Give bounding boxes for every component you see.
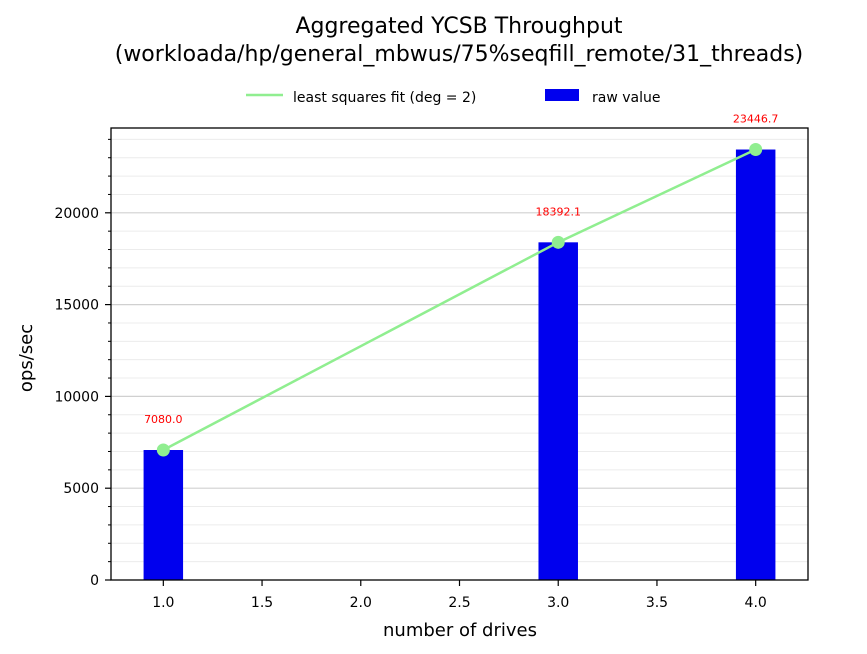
fit-point bbox=[156, 443, 170, 457]
axes-layer: 0 5000 10000 15000 20000 1.0 1.5 2.0 2.5 3.0 3.5 4.… bbox=[54, 127, 809, 611]
x-tick-label: 3.0 bbox=[547, 595, 569, 611]
bar-value-label: 23446.7 bbox=[733, 113, 779, 126]
y-axis-label: ops/sec bbox=[16, 324, 37, 392]
grid-layer bbox=[111, 138, 808, 563]
legend-bar-swatch bbox=[545, 89, 579, 101]
bar-value-label: 18392.1 bbox=[535, 205, 581, 218]
x-tick-label: 1.5 bbox=[251, 595, 273, 611]
bar bbox=[143, 450, 184, 580]
y-tick-label: 10000 bbox=[54, 389, 99, 405]
chart-title: Aggregated YCSB Throughput bbox=[295, 14, 622, 39]
bar-value-label: 7080.0 bbox=[144, 413, 183, 426]
x-tick-label: 4.0 bbox=[745, 595, 767, 611]
y-tick-label: 0 bbox=[90, 573, 99, 589]
bar bbox=[735, 149, 776, 580]
line-layer bbox=[156, 143, 763, 457]
bar bbox=[538, 242, 578, 581]
x-axis-label: number of drives bbox=[383, 620, 537, 641]
x-tick-label: 3.5 bbox=[646, 595, 668, 611]
bars-layer: 7080.0 18392.1 23446.7 bbox=[143, 113, 779, 581]
x-tick-label: 1.0 bbox=[152, 595, 174, 611]
legend-label-fit: least squares fit (deg = 2) bbox=[293, 90, 476, 106]
chart-subtitle: (workloada/hp/general_mbwus/75%seqfill_r… bbox=[115, 42, 804, 67]
fit-point bbox=[749, 143, 763, 157]
x-tick-label: 2.0 bbox=[350, 595, 372, 611]
y-tick-label: 15000 bbox=[54, 298, 99, 314]
legend-label-raw: raw value bbox=[592, 90, 660, 106]
axes-frame bbox=[110, 127, 809, 581]
legend: least squares fit (deg = 2) raw value bbox=[246, 89, 660, 106]
x-tick-label: 2.5 bbox=[448, 595, 470, 611]
y-tick-label: 5000 bbox=[63, 481, 99, 497]
fit-point bbox=[551, 235, 565, 249]
y-tick-label: 20000 bbox=[54, 206, 99, 222]
